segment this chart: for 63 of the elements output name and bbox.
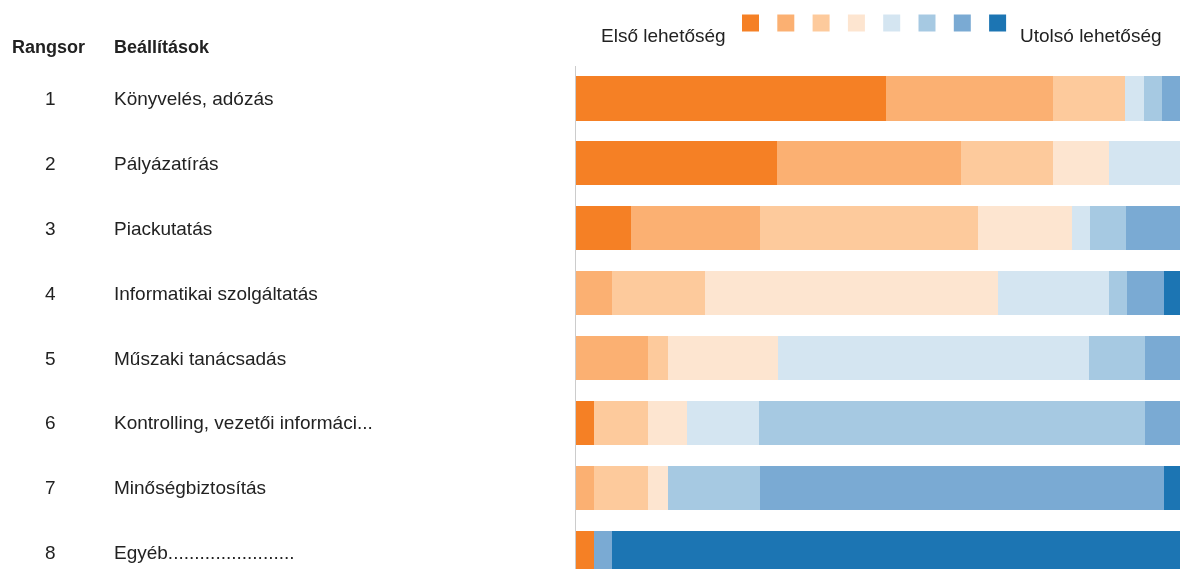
y-tick-label: Piackutatás: [114, 218, 213, 239]
bar: [778, 336, 1090, 381]
bar: [576, 206, 631, 251]
bar: [1125, 76, 1144, 121]
bar: [1089, 336, 1145, 381]
bar: [961, 141, 1054, 186]
bar: [576, 336, 648, 381]
bar: [1125, 206, 1180, 251]
bar: [576, 76, 887, 121]
text: 1: [45, 88, 56, 109]
y-tick-label: Kontrolling, vezetői informáci...: [114, 412, 373, 433]
bar: [998, 271, 1109, 316]
bar: [978, 206, 1072, 251]
text: 2: [45, 153, 56, 174]
bar: [1164, 271, 1180, 316]
bar: [886, 76, 1053, 121]
y-tick-label: Műszaki tanácsadás: [114, 348, 287, 369]
text: 6: [45, 412, 56, 433]
bar: [576, 271, 612, 316]
bar: [1144, 400, 1180, 446]
text: 4: [45, 283, 56, 304]
bar: [1071, 206, 1090, 251]
bar: [647, 400, 687, 446]
bar: [594, 465, 648, 510]
bar: [759, 400, 1145, 446]
bar: [1164, 465, 1180, 510]
bar: [1090, 206, 1126, 251]
bar: [686, 400, 760, 446]
bar: [576, 400, 595, 446]
text: Beállítások: [114, 37, 211, 57]
bar: [1108, 141, 1180, 186]
bar: [576, 465, 595, 510]
y-tick-label: Egyéb........................: [114, 542, 295, 563]
bar: [667, 336, 779, 381]
bar: [1144, 336, 1180, 381]
bar: [759, 206, 979, 251]
bar: [611, 271, 706, 316]
bar: [594, 400, 648, 446]
text: 5: [45, 348, 56, 369]
bar: [1161, 76, 1180, 121]
y-tick-label: Informatikai szolgáltatás: [114, 283, 318, 304]
bar: [1108, 271, 1128, 316]
bar: [1143, 76, 1162, 121]
text: 8: [45, 542, 56, 563]
bar: [759, 465, 1165, 510]
bar: [647, 465, 668, 510]
bar: [667, 465, 760, 510]
bar: [1127, 271, 1165, 316]
y-tick-label: Pályázatírás: [114, 153, 219, 174]
bar: [777, 141, 962, 186]
bar: [630, 206, 760, 251]
text: Rangsor: [12, 37, 86, 57]
text: 7: [45, 477, 56, 498]
series-label: Első lehetőség: [601, 25, 726, 46]
bar: [647, 336, 668, 381]
bar: [1052, 76, 1126, 121]
y-tick-label: Minőségbiztosítás: [114, 477, 267, 498]
bar: [1053, 141, 1109, 186]
y-tick-label: Könyvelés, adózás: [114, 88, 274, 109]
bar: [576, 141, 778, 186]
text: 3: [45, 218, 56, 239]
bar: [705, 271, 999, 316]
legend-label: Utolsó lehetőség: [1020, 25, 1162, 46]
